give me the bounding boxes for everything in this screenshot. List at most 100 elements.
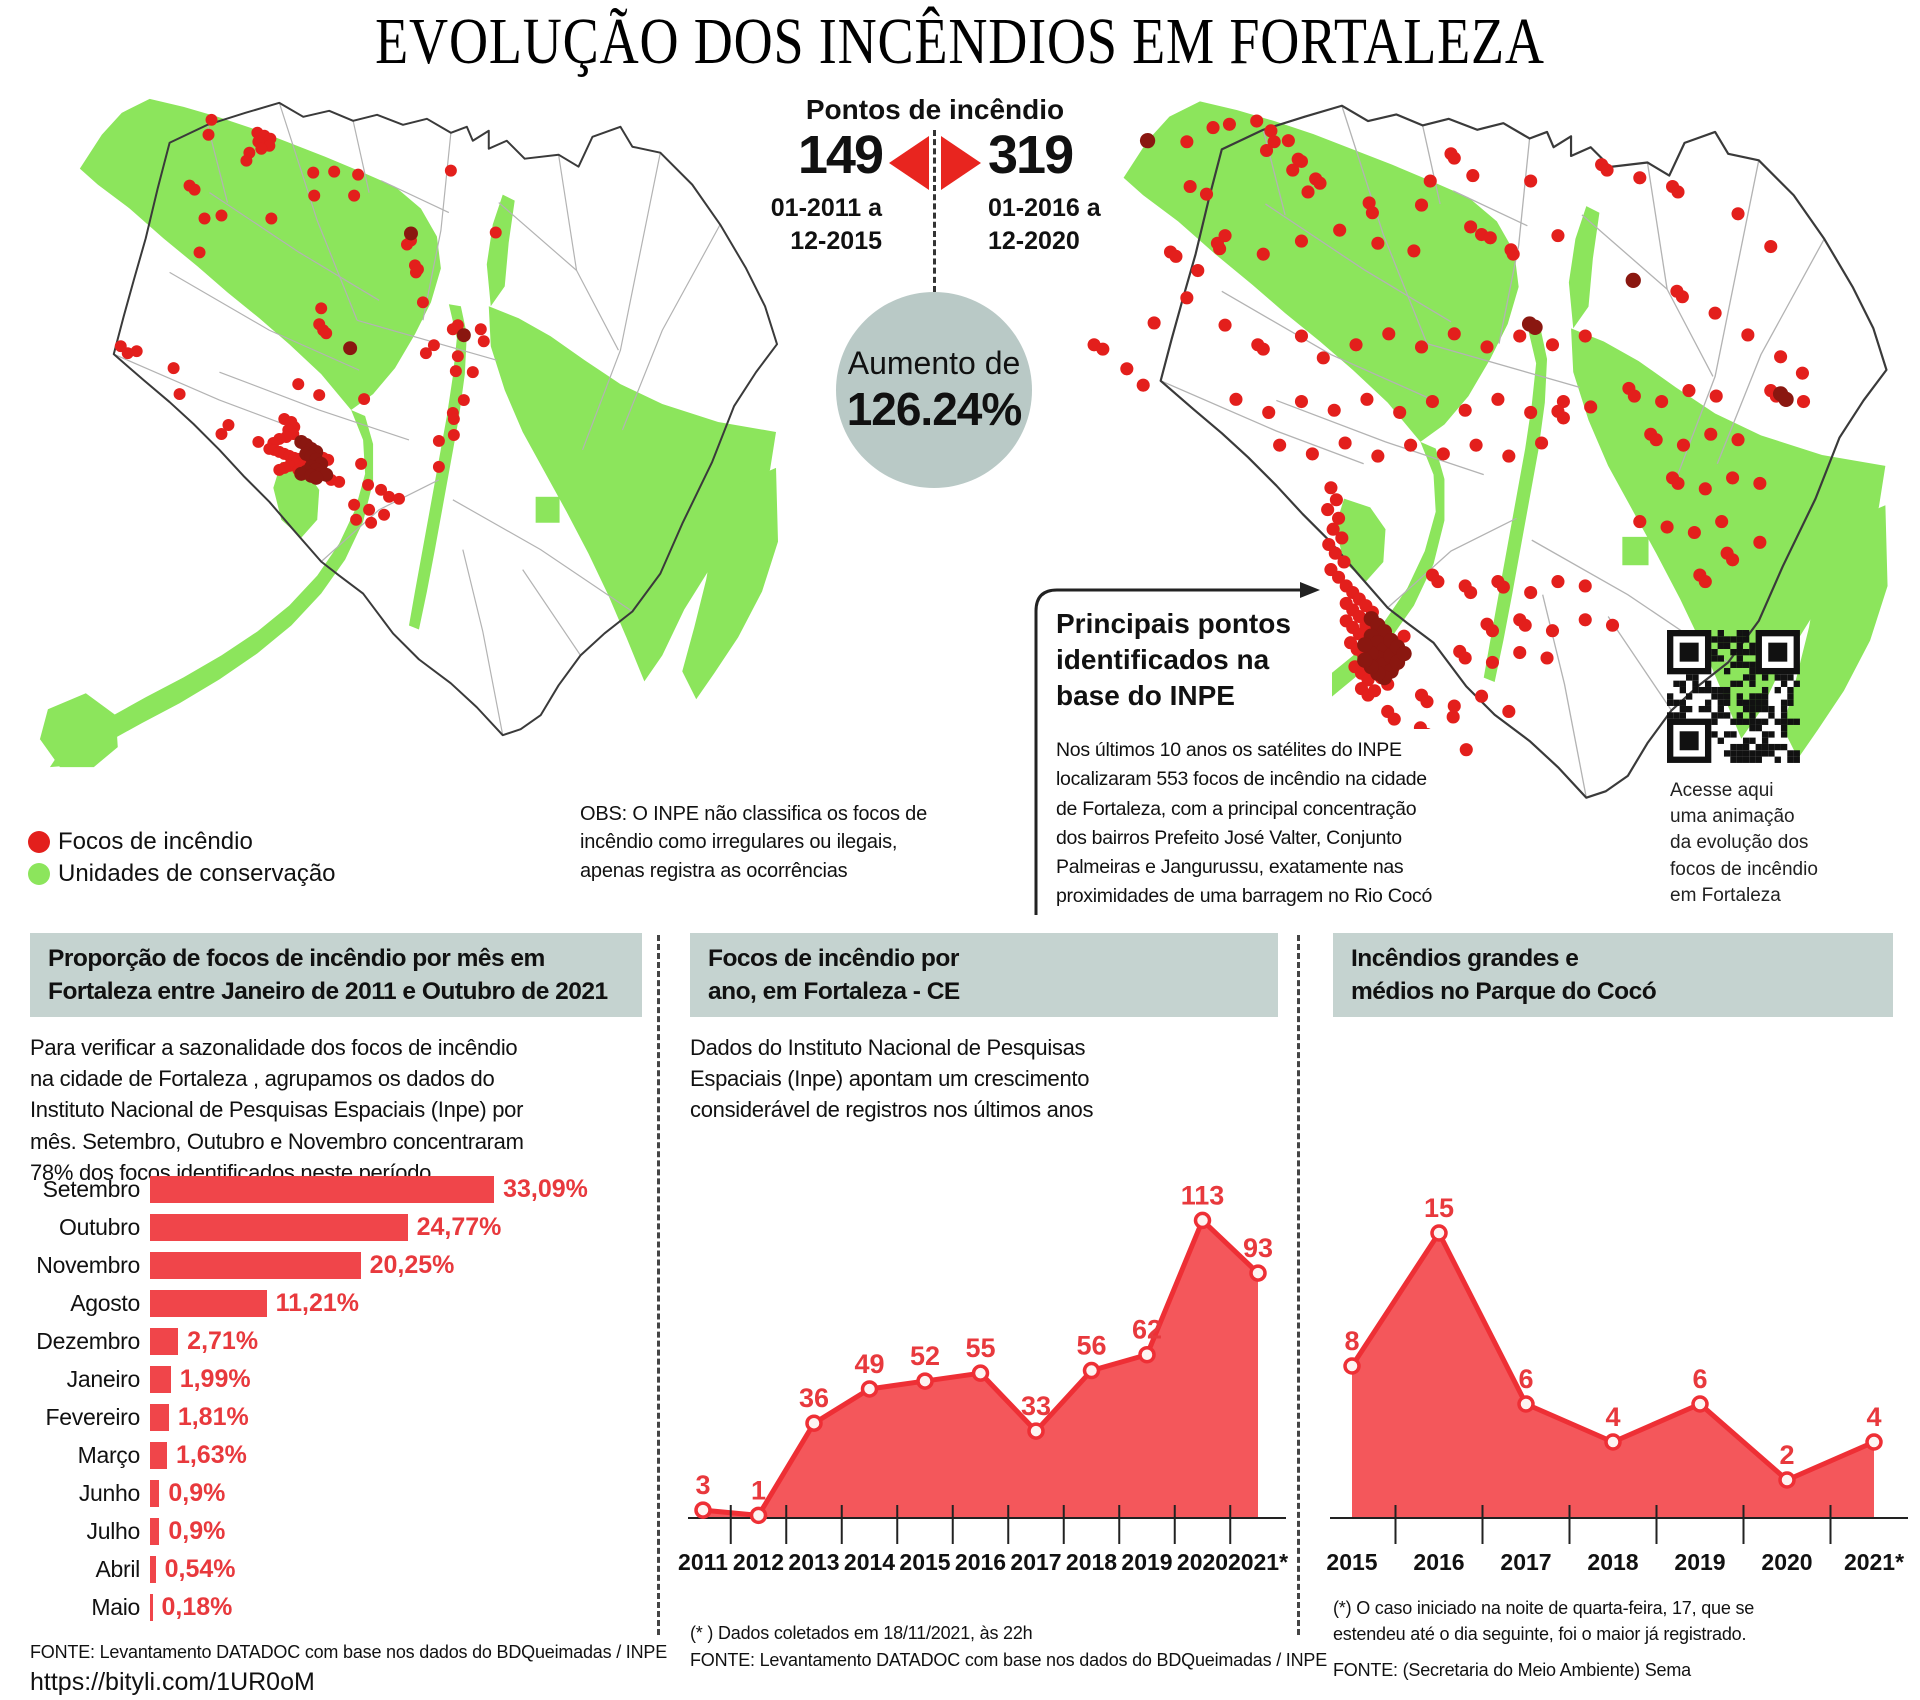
fire-dot [1218,318,1232,332]
fire-dot [1671,185,1685,199]
fire-dot [1698,482,1712,496]
fire-dot [1335,531,1349,545]
fire-dot [1362,196,1376,210]
fire-dot [240,154,253,167]
bar-category-label: Abril [95,1555,140,1582]
fire-dot [1625,272,1641,289]
data-point-label: 3 [695,1470,710,1500]
bar-chart-title: Proporção de focos de incêndio por mês e… [30,933,642,1018]
x-axis-label: 2020 [1177,1549,1228,1575]
fire-dot [1483,231,1497,245]
bar-chart: Setembro 33,09% Outubro 24,77% Novembro 20,25… [30,1170,650,1626]
bar-row: Outubro 24,77% [30,1208,650,1246]
fire-dot [447,428,460,441]
fire-dot [121,347,134,360]
fire-dot [1414,198,1429,212]
fire-dot [1407,244,1421,258]
data-point [1249,1264,1267,1282]
bar [150,1479,160,1507]
x-axis-label: 2014 [844,1549,895,1575]
bar-row: Novembro 20,25% [30,1246,650,1284]
fire-dot [1446,710,1460,724]
legend-label-fires: Focos de incêndio [58,828,253,855]
fire-dot [1218,229,1232,243]
fire-dot [1169,249,1183,263]
conservation-area-coco-spur [486,194,515,307]
triangle-left-icon [889,136,929,190]
bar [150,1213,408,1241]
legend-item-fires: Focos de incêndio [28,826,336,858]
fire-dot [252,435,265,448]
fire-dot [1464,585,1478,600]
fire-dot [348,189,361,202]
bar-category-label: Setembro [42,1175,141,1202]
fire-dot [457,394,470,407]
fire-dot [365,516,378,529]
fire-dot [1301,185,1315,199]
fire-dot [383,490,396,503]
bar-value-label: 1,63% [175,1440,247,1469]
fire-dot [1731,433,1745,447]
bar-row: Julho 0,9% [30,1512,650,1550]
fire-dot [446,323,459,336]
x-axis-label: 2018 [1587,1549,1638,1575]
fire-dot [1313,176,1327,190]
fire-dot [1741,328,1755,342]
fire-dot [1371,236,1385,250]
fire-dot [1464,220,1478,234]
data-point [1343,1357,1361,1375]
data-point [1193,1211,1212,1230]
data-point [1778,1471,1796,1489]
fire-dot [1360,392,1374,406]
fire-dot [1321,503,1335,517]
fire-dot [427,339,440,352]
fire-dot [1491,392,1505,406]
fire-dot [1294,329,1309,343]
fire-dot [343,341,358,356]
fire-dot [393,492,405,505]
fire-dot [477,335,490,348]
bar [150,1403,169,1431]
map-legend: Focos de incêndio Unidades de conservaçã… [28,826,336,890]
fire-dot [1396,646,1412,662]
data-point [1138,1345,1156,1364]
bar-row: Agosto 11,21% [30,1284,650,1322]
fire-dot [1675,290,1689,304]
increase-label: Aumento de [847,344,1021,381]
fire-dot [1502,449,1516,463]
area-chart-2-footnote: (*) O caso iniciado na noite de quarta-f… [1333,1598,1755,1645]
bar-category-label: Outubro [58,1213,140,1240]
x-axis-label: 2017 [1500,1549,1551,1575]
conservation-area-patch [535,496,560,523]
fire-dot [1139,133,1156,149]
source-link[interactable]: https://bityli.com/1UR0oM [30,1668,315,1696]
fire-dot [451,350,464,363]
fire-dot [1222,117,1236,131]
bar-category-label: Janeiro [66,1365,141,1392]
x-axis-label: 2013 [788,1549,839,1575]
callout-bg-body [1022,729,1456,917]
fire-dot [1535,436,1549,450]
fire-dot [1513,329,1527,343]
x-axis-label: 2015 [899,1549,950,1575]
x-axis-label: 2012 [733,1549,784,1575]
fires-count-2011-2015: 149 [797,125,884,185]
fire-dot [358,393,371,406]
fire-dot [1349,338,1363,352]
conservation-area-northwest [79,98,441,411]
fire-dot [1357,652,1373,668]
fire-dot [313,389,326,402]
conservation-dot-icon [28,863,50,885]
bar-row: Junho 0,9% [30,1474,650,1512]
legend-label-conservation: Unidades de conservação [58,860,336,887]
fire-dot [1485,655,1500,669]
bar [150,1327,179,1355]
qr-caption: Acesse aqui uma animação da evolução dos… [1670,780,1818,906]
bar-chart-description: Para verificar a sazonalidade dos focos … [30,1035,524,1185]
x-axis-label: 2021* [1844,1549,1904,1575]
conservation-area-ceara-river [49,410,374,768]
callout-border [1034,582,1320,915]
fire-dot [1305,447,1319,461]
fire-dot [188,183,201,196]
callout-bg-top [1022,577,1332,729]
